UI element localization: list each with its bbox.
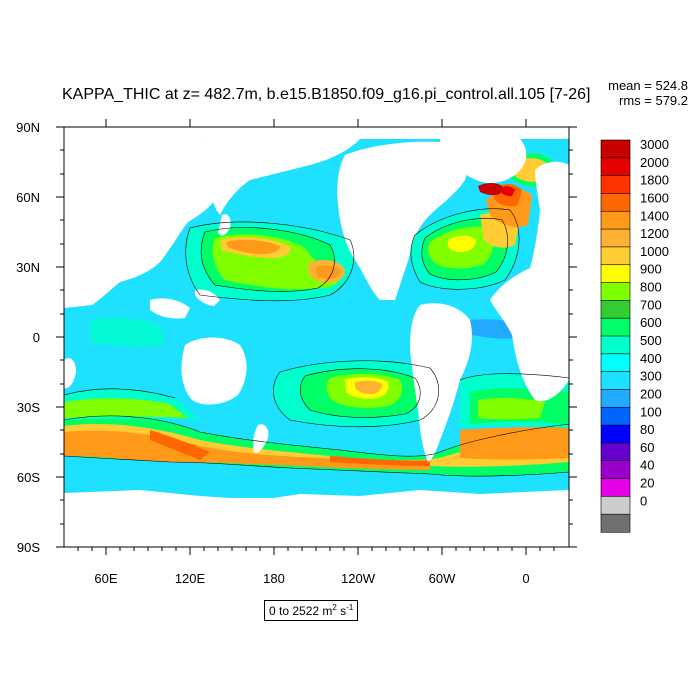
mean-stat: mean = 524.8 [608, 78, 688, 93]
lon-label-0: 0 [522, 571, 529, 586]
colorbar-label: 900 [640, 262, 662, 277]
colorbar-label: 1800 [640, 173, 669, 188]
colorbar-label: 20 [640, 476, 654, 491]
colorbar-swatch [600, 478, 631, 497]
lon-minor-ticks [77, 547, 555, 551]
colorbar-swatch [600, 246, 631, 266]
lat-label-60s: 60S [17, 470, 40, 485]
colorbar-label: 800 [640, 280, 662, 295]
lat-ticks [56, 126, 577, 548]
lat-labels: 90N 60N 30N 0 30S 60S 90S [16, 120, 40, 555]
north-america-land [337, 141, 467, 300]
lon-label-120e: 120E [175, 571, 206, 586]
south-america-land [410, 303, 472, 462]
colorbar-label: 600 [640, 315, 662, 330]
colorbar-swatch [600, 282, 631, 301]
colorbar-label: 100 [640, 404, 662, 419]
colorbar-label: 1400 [640, 208, 669, 223]
colorbar-label: 3000 [640, 137, 669, 152]
range-label: 0 to 2522 m2 s-1 [264, 600, 359, 621]
colorbar-label: 2000 [640, 155, 669, 170]
colorbar-swatch [600, 424, 631, 444]
lon-label-60e: 60E [94, 571, 117, 586]
colorbar-swatch [600, 513, 631, 533]
colorbar-label: 400 [640, 351, 662, 366]
asia-land [64, 139, 220, 308]
colorbar-swatch [600, 442, 631, 462]
colorbar-label: 200 [640, 386, 662, 401]
colorbar-labels: 3000200018001600140012001000900800700600… [640, 137, 669, 508]
lat-label-90n: 90N [16, 120, 40, 135]
colorbar-label: 1000 [640, 244, 669, 259]
range-text: 0 to 2522 m [269, 604, 333, 618]
colorbar-label: 1600 [640, 190, 669, 205]
colorbar-label: 500 [640, 333, 662, 348]
plot-title: KAPPA_THIC at z= 482.7m, b.e15.B1850.f09… [62, 86, 591, 103]
colorbar-label: 0 [640, 493, 647, 508]
colorbar-swatch [600, 139, 631, 159]
lat-label-eq: 0 [33, 330, 40, 345]
range-sup-2: -1 [346, 603, 354, 612]
colorbar-label: 1200 [640, 226, 669, 241]
colorbar-label: 700 [640, 297, 662, 312]
colorbar-swatch [600, 317, 631, 337]
range-mid: s [336, 604, 347, 618]
colorbar-swatch [600, 175, 631, 195]
lat-label-30s: 30S [17, 400, 40, 415]
colorbar-label: 40 [640, 458, 654, 473]
lat-minor-ticks [60, 149, 573, 525]
lat-label-90s: 90S [17, 540, 40, 555]
colorbar-swatch [600, 496, 631, 515]
colorbar-swatch [600, 210, 631, 230]
lon-ticks [105, 119, 527, 555]
colorbar-label: 300 [640, 369, 662, 384]
colorbar-swatch [600, 371, 631, 391]
colorbar-swatch [600, 460, 631, 480]
colorbar-swatch [600, 193, 631, 212]
range-sup-1: 2 [332, 603, 337, 612]
colorbar-swatch [600, 157, 631, 177]
colorbar [600, 139, 631, 533]
lat-label-30n: 30N [16, 260, 40, 275]
colorbar-label: 60 [640, 440, 654, 455]
australia-land [181, 337, 247, 405]
lat-label-60n: 60N [16, 190, 40, 205]
colorbar-swatch [600, 228, 631, 248]
rms-stat: rms = 579.2 [618, 93, 688, 108]
colorbar-swatch [600, 335, 631, 355]
lon-label-60w: 60W [429, 571, 456, 586]
lon-label-120w: 120W [341, 571, 376, 586]
colorbar-swatch [600, 389, 631, 408]
lon-labels: 60E 120E 180 120W 60W 0 [94, 571, 529, 586]
colorbar-swatch [600, 406, 631, 426]
lon-label-180: 180 [263, 571, 285, 586]
colorbar-swatch [600, 300, 631, 319]
map-field [64, 127, 569, 547]
colorbar-label: 80 [640, 422, 654, 437]
antarctica-land [64, 490, 569, 547]
colorbar-swatch [600, 264, 631, 284]
colorbar-swatch [600, 353, 631, 373]
africa-europe-land [490, 161, 569, 402]
